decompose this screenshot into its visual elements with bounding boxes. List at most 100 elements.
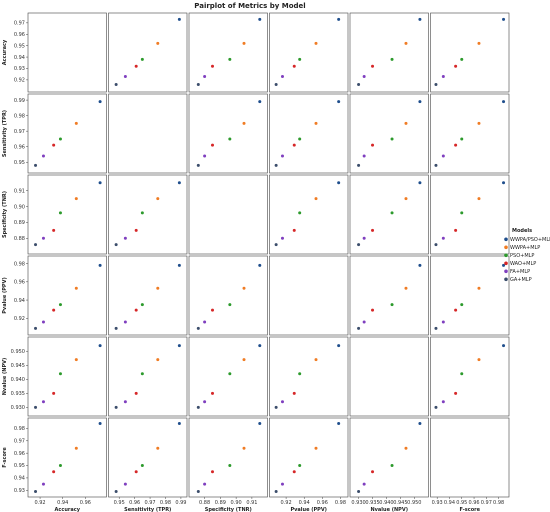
point-pso-mlp-pvalue-ppv-specificity-tnr <box>298 211 302 215</box>
panel-nvalue-npv-vs-f-score <box>430 336 510 417</box>
point-pso-mlp-sensitivity-tpr-pvalue-ppv <box>140 303 144 307</box>
y-tick-label: 0.90 <box>14 204 25 210</box>
point-wao-mlp-sensitivity-tpr-accuracy <box>134 64 138 68</box>
point-fa-mlp-specificity-tnr-sensitivity-tpr <box>203 154 207 158</box>
panel-sensitivity-tpr-vs-sensitivity-tpr <box>108 93 188 174</box>
x-tick-label: 0.98 <box>493 500 504 506</box>
x-axis-label-f-score: F-score <box>459 507 480 512</box>
point-fa-mlp-specificity-tnr-accuracy <box>203 74 207 78</box>
point-wwpa-mlp-accuracy-sensitivity-tpr <box>74 121 78 125</box>
y-tick-label: 0.95 <box>14 43 25 49</box>
point-pso-mlp-nvalue-npv-sensitivity-tpr <box>390 137 394 141</box>
point-wwpa-mlp-f-score-pvalue-ppv <box>477 286 481 290</box>
y-axis-label-nvalue-npv: Nvalue (NPV) <box>2 358 8 396</box>
panel-sensitivity-tpr-vs-accuracy <box>27 93 107 174</box>
point-fa-mlp-pvalue-ppv-nvalue-npv <box>280 400 284 404</box>
x-tick-label: 0.94 <box>444 500 455 506</box>
point-pso-mlp-f-score-pvalue-ppv <box>460 303 464 307</box>
point-pso-mlp-accuracy-nvalue-npv <box>58 372 62 376</box>
y-tick-label: 0.98 <box>14 261 25 267</box>
x-tick-label: 0.940 <box>379 500 393 506</box>
point-wao-mlp-nvalue-npv-pvalue-ppv <box>371 308 375 312</box>
point-pso-mlp-f-score-nvalue-npv <box>460 372 464 376</box>
point-pso-mlp-specificity-tnr-f-score <box>228 464 232 468</box>
panel-sensitivity-tpr-vs-pvalue-ppv <box>269 93 349 174</box>
point-pso-mlp-accuracy-sensitivity-tpr <box>58 137 62 141</box>
point-wwpa-mlp-f-score-sensitivity-tpr <box>477 121 481 125</box>
x-tick-label: 0.97 <box>144 500 155 506</box>
point-wao-mlp-specificity-tnr-pvalue-ppv <box>210 308 214 312</box>
point-wao-mlp-f-score-pvalue-ppv <box>454 308 458 312</box>
x-tick-label: 0.96 <box>468 500 479 506</box>
y-tick-label: 0.930 <box>11 405 25 411</box>
point-ga-mlp-f-score-nvalue-npv <box>434 405 438 409</box>
y-tick-label: 0.97 <box>14 129 25 135</box>
point-wwpa-mlp-sensitivity-tpr-accuracy <box>156 41 160 45</box>
y-tick-label: 0.935 <box>11 391 25 397</box>
point-ga-mlp-accuracy-f-score <box>34 490 38 494</box>
x-tick-label: 0.98 <box>160 500 171 506</box>
y-tick-label: 0.92 <box>14 316 25 322</box>
point-wwpa-mlp-nvalue-npv-sensitivity-tpr <box>404 121 408 125</box>
point-ga-mlp-pvalue-ppv-specificity-tnr <box>274 243 278 247</box>
point-fa-mlp-accuracy-nvalue-npv <box>41 400 45 404</box>
panel-f-score-vs-specificity-tnr <box>188 417 268 498</box>
point-wao-mlp-pvalue-ppv-sensitivity-tpr <box>292 143 296 147</box>
point-ga-mlp-f-score-sensitivity-tpr <box>434 163 438 167</box>
panel-specificity-tnr-vs-accuracy <box>27 174 107 255</box>
panel-nvalue-npv-vs-pvalue-ppv <box>269 336 349 417</box>
panel-f-score-vs-f-score <box>430 417 510 498</box>
point-fa-mlp-nvalue-npv-accuracy <box>362 74 366 78</box>
point-wao-mlp-pvalue-ppv-nvalue-npv <box>292 391 296 395</box>
y-axis-label-specificity-tnr: Specificity (TNR) <box>2 191 8 238</box>
y-tick-label: 0.94 <box>14 298 25 304</box>
point-ga-mlp-f-score-pvalue-ppv <box>434 326 438 330</box>
legend-marker-pso-mlp <box>504 253 508 258</box>
point-wwpa-pso-mlp-specificity-tnr-nvalue-npv <box>258 344 262 348</box>
x-axis-label-nvalue-npv: Nvalue (NPV) <box>370 507 408 512</box>
point-ga-mlp-nvalue-npv-sensitivity-tpr <box>357 163 361 167</box>
point-wwpa-pso-mlp-accuracy-nvalue-npv <box>98 344 102 348</box>
point-wwpa-pso-mlp-accuracy-specificity-tnr <box>98 181 102 185</box>
x-tick-label: 0.97 <box>481 500 492 506</box>
point-ga-mlp-sensitivity-tpr-f-score <box>114 490 118 494</box>
y-tick-label: 0.99 <box>14 98 25 104</box>
point-wao-mlp-pvalue-ppv-f-score <box>292 470 296 474</box>
point-wwpa-mlp-sensitivity-tpr-f-score <box>156 446 160 450</box>
point-wao-mlp-accuracy-pvalue-ppv <box>52 308 56 312</box>
point-ga-mlp-accuracy-specificity-tnr <box>34 243 38 247</box>
panel-nvalue-npv-vs-sensitivity-tpr <box>108 336 188 417</box>
x-tick-label: 0.92 <box>34 500 45 506</box>
x-tick-label: 0.96 <box>80 500 91 506</box>
y-tick-label: 0.97 <box>14 21 25 27</box>
point-fa-mlp-accuracy-pvalue-ppv <box>41 320 45 324</box>
point-pso-mlp-sensitivity-tpr-specificity-tnr <box>140 211 144 215</box>
panel-pvalue-ppv-vs-specificity-tnr <box>188 255 268 336</box>
legend-label-fa-mlp: FA+MLP <box>510 269 530 275</box>
panel-accuracy-vs-f-score <box>430 12 510 93</box>
point-wao-mlp-sensitivity-tpr-specificity-tnr <box>134 228 138 232</box>
panel-f-score-vs-nvalue-npv <box>349 417 429 498</box>
x-tick-label: 0.91 <box>246 500 257 506</box>
y-axis-label-pvalue-ppv: Pvalue (PPV) <box>2 277 8 313</box>
legend-title: Models <box>512 228 532 234</box>
x-tick-label: 0.98 <box>335 500 346 506</box>
point-wao-mlp-f-score-nvalue-npv <box>454 391 458 395</box>
point-wwpa-mlp-pvalue-ppv-f-score <box>314 446 318 450</box>
point-wao-mlp-nvalue-npv-specificity-tnr <box>371 228 375 232</box>
point-wwpa-pso-mlp-accuracy-f-score <box>98 421 102 425</box>
y-tick-label: 0.91 <box>14 188 25 194</box>
x-tick-label: 0.96 <box>129 500 140 506</box>
point-ga-mlp-nvalue-npv-f-score <box>357 490 361 494</box>
point-ga-mlp-pvalue-ppv-accuracy <box>274 82 278 86</box>
point-wwpa-mlp-accuracy-f-score <box>74 446 78 450</box>
panel-sensitivity-tpr-vs-f-score <box>430 93 510 174</box>
panel-specificity-tnr-vs-pvalue-ppv <box>269 174 349 255</box>
panel-accuracy-vs-specificity-tnr <box>188 12 268 93</box>
point-wwpa-pso-mlp-pvalue-ppv-accuracy <box>337 17 341 21</box>
x-tick-label: 0.945 <box>393 500 407 506</box>
chart-title: Pairplot of Metrics by Model <box>194 2 306 10</box>
y-tick-label: 0.93 <box>14 66 25 72</box>
point-ga-mlp-accuracy-sensitivity-tpr <box>34 163 38 167</box>
point-wwpa-pso-mlp-sensitivity-tpr-nvalue-npv <box>177 344 181 348</box>
